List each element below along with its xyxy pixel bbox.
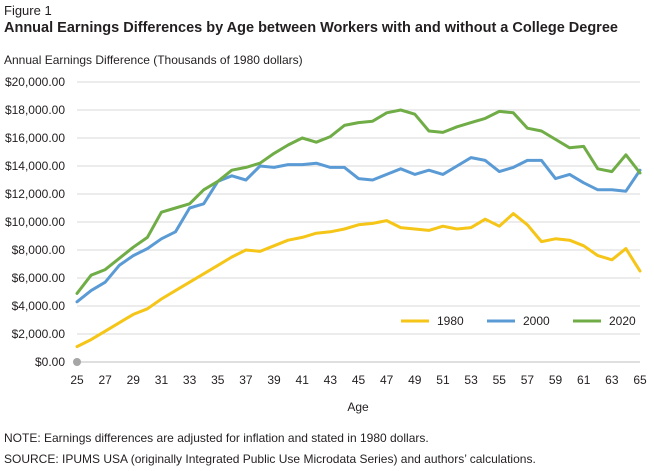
- x-tick-label: 35: [211, 373, 225, 387]
- y-tick-label: $0.00: [35, 355, 65, 369]
- x-tick-label: 33: [183, 373, 197, 387]
- x-tick-label: 63: [605, 373, 619, 387]
- y-axis-label: Annual Earnings Difference (Thousands of…: [4, 53, 303, 67]
- y-tick-label: $14,000.00: [5, 159, 65, 173]
- y-tick-label: $4,000.00: [12, 299, 66, 313]
- chart-note: NOTE: Earnings differences are adjusted …: [4, 431, 429, 445]
- chart-title: Annual Earnings Differences by Age betwe…: [4, 20, 618, 36]
- x-tick-label: 61: [577, 373, 591, 387]
- chart-source: SOURCE: IPUMS USA (originally Integrated…: [4, 452, 536, 466]
- x-tick-label: 49: [408, 373, 422, 387]
- y-tick-label: $8,000.00: [12, 243, 66, 257]
- x-tick-label: 45: [352, 373, 366, 387]
- origin-marker: [73, 358, 81, 366]
- x-tick-label: 47: [380, 373, 394, 387]
- x-tick-label: 31: [155, 373, 169, 387]
- y-tick-label: $2,000.00: [12, 327, 66, 341]
- legend: 1980 2000 2020: [401, 314, 636, 328]
- series-line-1980: [75, 212, 642, 349]
- x-tick-label: 25: [70, 373, 84, 387]
- y-tick-label: $18,000.00: [5, 103, 65, 117]
- x-tick-label: 55: [493, 373, 507, 387]
- legend-label-2020: 2020: [609, 314, 636, 328]
- x-tick-labels: 25 27 29 31 33 35 37 39 41 43 45 47 49 51 53 55 57 59 61 63…: [70, 373, 647, 387]
- figure-label: Figure 1: [4, 3, 52, 18]
- y-tick-label: $12,000.00: [5, 187, 65, 201]
- x-tick-label: 53: [464, 373, 478, 387]
- x-tick-label: 65: [633, 373, 647, 387]
- legend-label-1980: 1980: [437, 314, 464, 328]
- x-axis-label: Age: [347, 400, 369, 414]
- series-line-2000: [75, 156, 642, 304]
- y-tick-label: $10,000.00: [5, 215, 65, 229]
- y-tick-label: $6,000.00: [12, 271, 66, 285]
- series-line-2020: [75, 108, 642, 295]
- x-tick-label: 43: [324, 373, 338, 387]
- x-tick-label: 41: [296, 373, 310, 387]
- x-tick-label: 59: [549, 373, 563, 387]
- y-tick-label: $20,000.00: [5, 75, 65, 89]
- x-tick-label: 27: [98, 373, 112, 387]
- x-tick-label: 29: [127, 373, 141, 387]
- y-tick-label: $16,000.00: [5, 131, 65, 145]
- line-chart: Annual Earnings Difference (Thousands of…: [4, 53, 647, 414]
- x-tick-label: 39: [267, 373, 281, 387]
- legend-label-2000: 2000: [523, 314, 550, 328]
- x-tick-label: 37: [239, 373, 253, 387]
- series-lines: [75, 108, 642, 349]
- y-tick-labels: $0.00 $2,000.00 $4,000.00 $6,000.00 $8,000.0…: [5, 75, 65, 369]
- x-tick-label: 57: [521, 373, 535, 387]
- x-tick-label: 51: [436, 373, 450, 387]
